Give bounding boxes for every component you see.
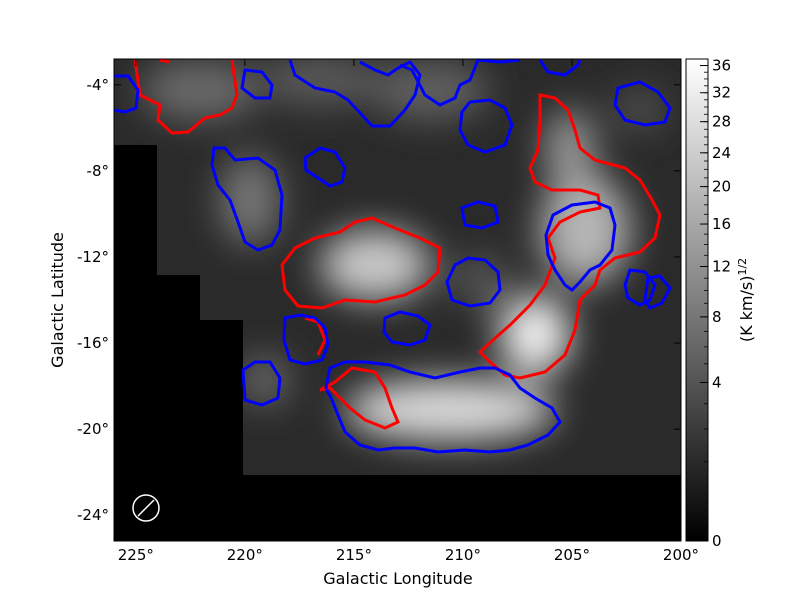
colorbar-tick-label: 24 — [712, 144, 731, 162]
beam-circle-icon — [132, 494, 160, 522]
blue-contour-1 — [114, 74, 140, 114]
red-contour-6 — [304, 316, 327, 356]
colorbar-tick-label: 20 — [712, 178, 731, 196]
red-contour-1 — [133, 59, 239, 135]
blue-contour-6 — [458, 98, 514, 154]
colorbar-tick-label: 8 — [712, 308, 722, 326]
x-tick-label: 225° — [118, 546, 154, 564]
blue-contour-11 — [544, 200, 617, 292]
colorbar-ticks: 0 4 8 12 16 20 24 28 32 36 — [700, 57, 731, 550]
colorbar-tick-label: 28 — [712, 113, 731, 131]
x-tick-label: 220° — [227, 546, 263, 564]
colorbar-tick-label: 32 — [712, 84, 731, 102]
y-tick-label: -8° — [87, 162, 109, 180]
blue-contour-9 — [303, 146, 347, 188]
beam-marker — [132, 494, 160, 522]
plot-area — [114, 59, 681, 541]
blue-contour-18 — [324, 360, 562, 454]
blue-contour-16 — [382, 310, 432, 347]
x-tick-label: 205° — [554, 546, 590, 564]
y-axis: -4° -8° -12° -16° -20° -24° — [77, 76, 681, 524]
red-contour-5 — [319, 366, 400, 430]
blue-contour-4 — [399, 59, 521, 107]
colorbar-tick-label: 36 — [712, 57, 731, 75]
colorbar-tick-label: 12 — [712, 258, 731, 276]
beam-slash-icon — [137, 499, 155, 517]
colorbar-gradient — [686, 59, 708, 541]
blue-contour-7 — [613, 80, 672, 127]
y-tick-label: -24° — [77, 506, 109, 524]
colorbar-tick-label: 0 — [712, 532, 722, 550]
blue-contour-10 — [460, 200, 500, 230]
blue-contour-2 — [240, 68, 274, 100]
masked-region — [114, 145, 681, 541]
x-tick-label: 210° — [445, 546, 481, 564]
red-contour-3 — [280, 216, 442, 310]
colorbar-tick-label: 16 — [712, 215, 731, 233]
x-tick-label: 215° — [336, 546, 372, 564]
colorbar-frame — [685, 58, 709, 542]
blue-contours — [114, 59, 672, 454]
y-tick-label: -4° — [87, 76, 109, 94]
y-tick-label: -20° — [77, 420, 109, 438]
colorbar-label-exponent: 1/2 — [736, 258, 749, 276]
colorbar: 0 4 8 12 16 20 24 28 32 36 (K km/s)1/2 — [685, 57, 756, 550]
y-tick-label: -12° — [77, 248, 109, 266]
blue-contour-14 — [643, 274, 672, 310]
y-axis-label: Galactic Latitude — [48, 232, 67, 368]
red-contour-2 — [159, 59, 171, 64]
blue-contour-5 — [538, 59, 582, 77]
y-tick-label: -16° — [77, 334, 109, 352]
blue-contour-8 — [210, 146, 284, 252]
blue-contour-12 — [445, 256, 502, 308]
blue-contour-15 — [282, 313, 330, 366]
colorbar-tick-label: 4 — [712, 374, 722, 392]
colorbar-label: (K km/s)1/2 — [736, 258, 756, 342]
x-tick-label: 200° — [663, 546, 699, 564]
x-axis-label: Galactic Longitude — [323, 569, 472, 588]
x-axis: 225° 220° 215° 210° 205° 200° — [118, 59, 699, 564]
blue-contour-3 — [288, 59, 422, 128]
plot-frame — [113, 58, 682, 542]
blue-contour-17 — [241, 360, 282, 407]
colorbar-label-base: (K km/s) — [737, 276, 756, 343]
